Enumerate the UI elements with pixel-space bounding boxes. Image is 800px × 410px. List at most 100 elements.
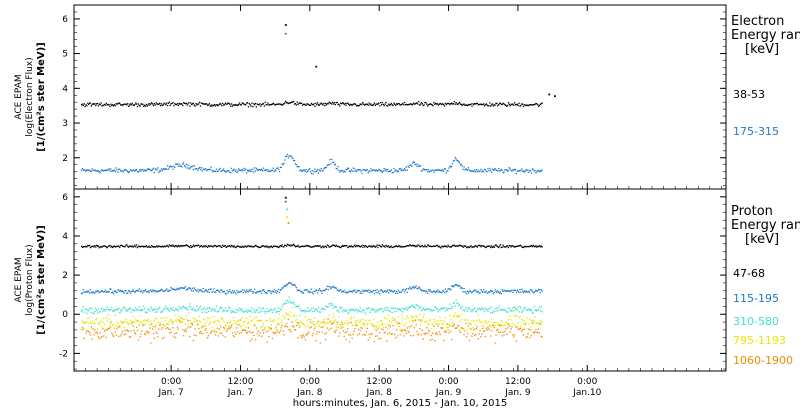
data-point [181, 103, 183, 105]
data-point [292, 284, 294, 287]
data-point [215, 246, 218, 248]
data-point [198, 319, 201, 322]
data-point [416, 304, 418, 307]
data-point [461, 327, 463, 330]
data-point [520, 244, 522, 246]
data-point [319, 342, 321, 344]
data-point [453, 323, 455, 325]
data-point [527, 333, 529, 335]
data-point [488, 105, 490, 107]
data-point [128, 171, 131, 173]
data-point [383, 105, 385, 107]
data-point [461, 287, 463, 290]
data-point [196, 305, 198, 307]
data-point [438, 169, 440, 171]
data-point [198, 289, 201, 291]
data-point [507, 323, 510, 326]
data-point [151, 291, 153, 293]
x-tick-label: Jan. 8 [366, 388, 393, 398]
data-point [141, 290, 143, 292]
data-point [301, 104, 304, 106]
data-point [392, 325, 394, 327]
data-point [302, 334, 305, 336]
data-point [243, 103, 245, 105]
data-point [147, 104, 149, 106]
data-point [489, 102, 491, 104]
data-point [173, 309, 175, 311]
data-point [88, 309, 90, 312]
data-point [111, 324, 114, 326]
data-point [159, 170, 161, 172]
data-point [457, 103, 459, 106]
data-point [318, 324, 321, 326]
data-point [205, 245, 207, 247]
data-point [121, 290, 124, 292]
data-point [232, 316, 234, 319]
data-point [513, 289, 516, 292]
data-point [263, 245, 266, 248]
data-point [329, 246, 331, 248]
data-point [509, 168, 511, 170]
data-point [247, 327, 250, 329]
data-point [292, 321, 294, 323]
data-point [447, 288, 449, 290]
data-point [452, 325, 455, 327]
data-point [413, 316, 416, 318]
data-point [177, 165, 179, 167]
data-point [296, 319, 298, 321]
data-point [458, 245, 460, 247]
data-point [111, 246, 114, 249]
data-point [256, 333, 258, 335]
data-point [235, 293, 237, 295]
data-point [217, 320, 219, 323]
data-point [448, 307, 450, 310]
data-point [143, 104, 146, 107]
data-point [184, 307, 187, 309]
data-point [419, 288, 422, 291]
data-point [462, 309, 464, 311]
data-point [269, 246, 272, 248]
data-point [400, 169, 402, 172]
data-point [432, 309, 434, 312]
data-point [229, 289, 231, 291]
data-point [437, 291, 439, 293]
data-point [307, 325, 309, 327]
data-point [363, 322, 365, 325]
data-point [199, 168, 202, 171]
data-point [249, 315, 251, 318]
data-point [211, 169, 213, 172]
data-point [466, 290, 469, 292]
data-point [444, 317, 447, 319]
data-point [178, 163, 180, 165]
data-point [422, 168, 424, 170]
data-point [248, 169, 250, 171]
data-point [428, 320, 431, 322]
data-point [126, 321, 128, 323]
data-point [203, 168, 205, 170]
data-point [457, 315, 459, 317]
data-point [484, 168, 487, 171]
data-point [171, 102, 173, 105]
data-point [126, 329, 128, 331]
data-point [256, 309, 258, 311]
data-point [374, 104, 376, 107]
data-point [105, 169, 108, 172]
data-point [199, 330, 202, 333]
data-point [470, 311, 472, 313]
data-point [332, 161, 334, 164]
data-point [357, 309, 360, 311]
data-point [163, 317, 165, 319]
data-point [227, 328, 229, 330]
data-point [518, 311, 520, 313]
data-point [303, 245, 305, 248]
data-point [525, 246, 527, 248]
data-point [337, 103, 339, 105]
data-point [166, 102, 168, 104]
data-point [111, 321, 113, 323]
data-point [483, 311, 486, 313]
data-point [336, 323, 338, 325]
data-point [492, 245, 494, 248]
data-point [294, 102, 297, 105]
data-point [416, 245, 418, 248]
data-point [531, 290, 534, 292]
